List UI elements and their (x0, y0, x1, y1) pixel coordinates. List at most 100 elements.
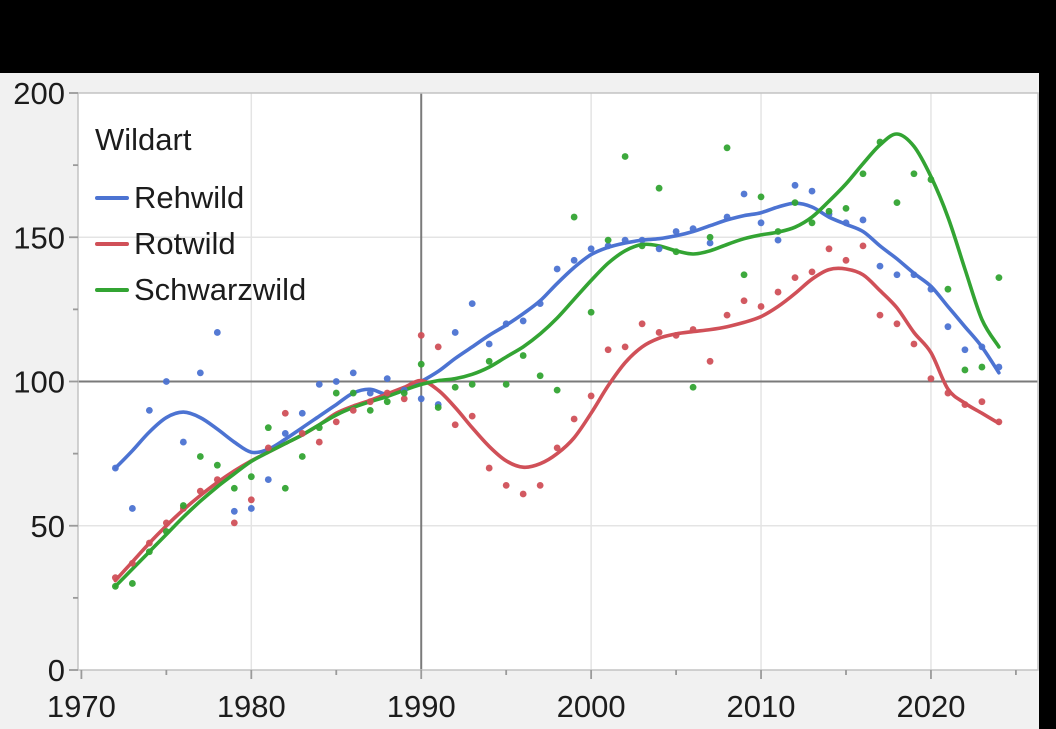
data-point-schwarzwild[interactable] (230, 484, 238, 492)
data-point-rehwild[interactable] (162, 378, 170, 385)
data-point-rehwild[interactable] (689, 225, 697, 232)
data-point-rotwild[interactable] (553, 444, 561, 452)
data-point-rotwild[interactable] (468, 412, 476, 420)
data-point-rotwild[interactable] (332, 418, 340, 426)
data-point-rotwild[interactable] (366, 398, 374, 406)
legend-item-schwarzwild[interactable]: Schwarzwild (95, 272, 306, 308)
data-point-schwarzwild[interactable] (893, 199, 901, 207)
data-point-rehwild[interactable] (298, 409, 306, 417)
data-point-schwarzwild[interactable] (723, 144, 731, 152)
data-point-schwarzwild[interactable] (842, 205, 850, 212)
data-point-schwarzwild[interactable] (655, 184, 663, 192)
data-point-rehwild[interactable] (315, 380, 323, 388)
data-point-rehwild[interactable] (145, 406, 153, 414)
data-point-rotwild[interactable] (604, 346, 612, 354)
data-point-schwarzwild[interactable] (162, 528, 170, 535)
data-point-rehwild[interactable] (570, 256, 578, 264)
data-point-rehwild[interactable] (621, 236, 629, 244)
data-point-rehwild[interactable] (706, 239, 714, 247)
data-point-rotwild[interactable] (111, 574, 119, 582)
data-point-schwarzwild[interactable] (808, 219, 816, 227)
data-point-rehwild[interactable] (349, 369, 357, 377)
data-point-rehwild[interactable] (468, 300, 476, 308)
data-point-rehwild[interactable] (927, 285, 935, 293)
data-point-schwarzwild[interactable] (179, 502, 187, 509)
data-point-schwarzwild[interactable] (519, 352, 527, 359)
data-point-rehwild[interactable] (638, 236, 646, 244)
data-point-rotwild[interactable] (196, 487, 204, 495)
data-point-rotwild[interactable] (825, 245, 833, 253)
data-point-schwarzwild[interactable] (944, 285, 952, 293)
data-point-schwarzwild[interactable] (213, 461, 221, 469)
data-point-rotwild[interactable] (247, 496, 255, 504)
data-point-rehwild[interactable] (961, 346, 969, 354)
data-point-rehwild[interactable] (672, 228, 680, 235)
data-point-rehwild[interactable] (383, 375, 391, 383)
data-point-rotwild[interactable] (434, 343, 442, 351)
data-point-rotwild[interactable] (349, 406, 357, 414)
data-point-rehwild[interactable] (944, 323, 952, 331)
data-point-rotwild[interactable] (213, 476, 221, 483)
data-point-schwarzwild[interactable] (910, 170, 918, 178)
data-point-rotwild[interactable] (281, 409, 289, 417)
data-point-rehwild[interactable] (553, 265, 561, 273)
data-point-rotwild[interactable] (417, 331, 425, 339)
data-point-schwarzwild[interactable] (995, 274, 1003, 282)
data-point-rotwild[interactable] (689, 326, 697, 333)
data-point-rotwild[interactable] (502, 481, 510, 489)
data-point-schwarzwild[interactable] (145, 548, 153, 556)
data-point-schwarzwild[interactable] (383, 398, 391, 406)
data-point-rotwild[interactable] (145, 539, 153, 547)
data-point-schwarzwild[interactable] (978, 363, 986, 371)
data-point-rotwild[interactable] (706, 357, 714, 365)
data-point-rotwild[interactable] (264, 444, 272, 452)
data-point-rehwild[interactable] (230, 507, 238, 515)
data-point-rotwild[interactable] (876, 311, 884, 319)
data-point-schwarzwild[interactable] (111, 582, 119, 590)
data-point-schwarzwild[interactable] (196, 453, 204, 460)
data-point-rehwild[interactable] (808, 187, 816, 195)
data-point-rehwild[interactable] (213, 329, 221, 336)
data-point-rehwild[interactable] (740, 190, 748, 198)
data-point-schwarzwild[interactable] (621, 153, 629, 160)
data-point-rehwild[interactable] (128, 505, 136, 512)
data-point-rotwild[interactable] (451, 421, 459, 429)
data-point-rehwild[interactable] (587, 245, 595, 253)
data-point-rotwild[interactable] (740, 297, 748, 305)
data-point-rehwild[interactable] (842, 219, 850, 227)
data-point-rotwild[interactable] (315, 438, 323, 446)
data-point-schwarzwild[interactable] (859, 170, 867, 178)
data-point-rotwild[interactable] (978, 398, 986, 406)
data-point-rehwild[interactable] (757, 219, 765, 227)
data-point-schwarzwild[interactable] (638, 242, 646, 250)
data-point-schwarzwild[interactable] (332, 389, 340, 397)
data-point-rotwild[interactable] (961, 401, 969, 408)
data-point-rotwild[interactable] (842, 256, 850, 264)
data-point-rotwild[interactable] (757, 303, 765, 310)
data-point-schwarzwild[interactable] (536, 372, 544, 380)
data-point-rotwild[interactable] (519, 490, 527, 498)
data-point-schwarzwild[interactable] (774, 228, 782, 235)
data-point-rehwild[interactable] (502, 320, 510, 328)
data-point-rotwild[interactable] (621, 343, 629, 351)
data-point-rehwild[interactable] (910, 271, 918, 279)
data-point-rehwild[interactable] (179, 438, 187, 446)
data-point-schwarzwild[interactable] (434, 404, 442, 411)
data-point-rehwild[interactable] (264, 476, 272, 483)
data-point-rehwild[interactable] (366, 389, 374, 397)
data-point-rehwild[interactable] (247, 505, 255, 512)
data-point-rehwild[interactable] (604, 242, 612, 250)
data-point-schwarzwild[interactable] (502, 380, 510, 388)
data-point-schwarzwild[interactable] (825, 207, 833, 215)
data-point-rehwild[interactable] (859, 216, 867, 224)
data-point-rotwild[interactable] (298, 430, 306, 437)
data-point-rotwild[interactable] (485, 464, 493, 472)
data-point-rotwild[interactable] (995, 418, 1003, 426)
data-point-schwarzwild[interactable] (451, 383, 459, 391)
data-point-rehwild[interactable] (774, 236, 782, 244)
data-point-schwarzwild[interactable] (366, 406, 374, 414)
data-point-rotwild[interactable] (536, 481, 544, 489)
data-point-rehwild[interactable] (978, 343, 986, 351)
data-point-rotwild[interactable] (638, 320, 646, 328)
data-point-rotwild[interactable] (672, 331, 680, 339)
